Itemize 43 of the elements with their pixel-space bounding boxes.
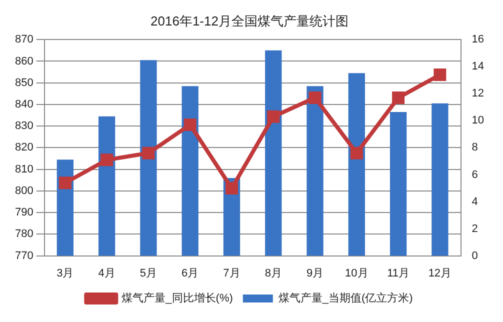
y-tick-label: 770	[14, 250, 34, 262]
point	[225, 182, 238, 194]
legend-label: 煤气产量_同比增长(%)	[122, 292, 233, 305]
x-tick-label: 8月	[264, 267, 282, 280]
y-tick-label: 830	[14, 120, 34, 132]
point	[350, 146, 363, 160]
y-tick-label: 850	[14, 76, 34, 89]
y-tick-label: 810	[14, 163, 34, 176]
y2-tick-label: 14	[472, 60, 484, 73]
point	[100, 154, 114, 166]
chart-title: 2016年1-12月全国煤气产量统计图	[150, 13, 348, 28]
y2-tick-label: 4	[472, 196, 478, 208]
y-tick-label: 870	[14, 34, 34, 46]
x-tick-label: 10月	[345, 267, 368, 280]
y-tick-label: 800	[14, 184, 34, 197]
x-tick-label: 3月	[56, 267, 74, 280]
point	[142, 146, 155, 160]
point	[184, 118, 196, 131]
y-tick-label: 840	[14, 98, 34, 110]
x-tick-label: 5月	[140, 267, 158, 280]
y-tick-label: 820	[14, 142, 34, 154]
x-tick-label: 7月	[223, 267, 240, 280]
y2-tick-label: 8	[472, 142, 478, 154]
point	[434, 68, 446, 81]
point	[392, 91, 405, 104]
y-tick-label: 790	[14, 206, 34, 219]
y-tick-label: 780	[14, 228, 34, 240]
point	[267, 110, 280, 123]
x-tick-label: 11月	[387, 267, 410, 280]
y2-tick-label: 6	[472, 168, 478, 181]
y2-tick-label: 10	[472, 114, 484, 127]
point	[58, 176, 72, 190]
y2-tick-label: 0	[472, 250, 478, 262]
x-tick-label: 12月	[428, 267, 452, 280]
x-tick-label: 4月	[98, 267, 116, 280]
y2-tick-label: 12	[472, 88, 484, 100]
legend-label: 煤气产量_当期值(亿立方米)	[278, 292, 413, 305]
point	[308, 91, 322, 104]
y-tick-label: 860	[14, 55, 34, 68]
y2-tick-label: 16	[472, 34, 484, 46]
x-tick-label: 6月	[182, 267, 199, 280]
x-tick-label: 9月	[306, 267, 324, 280]
y2-tick-label: 2	[472, 222, 478, 235]
